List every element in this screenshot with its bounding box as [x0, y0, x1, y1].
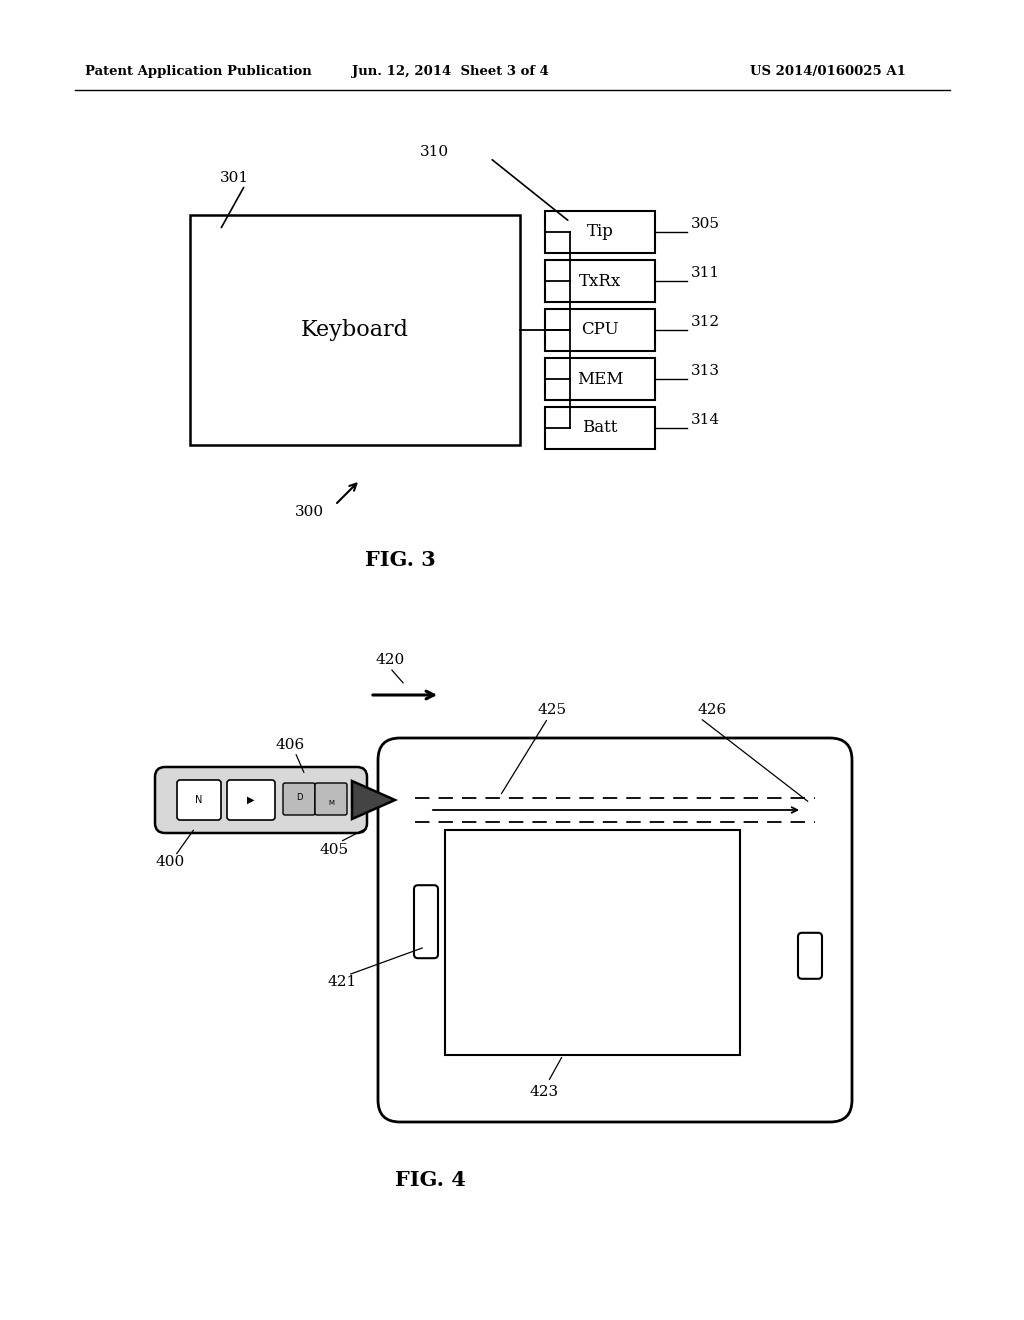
- Bar: [445, 830, 740, 1055]
- FancyBboxPatch shape: [177, 780, 221, 820]
- Bar: [545, 260, 655, 302]
- FancyBboxPatch shape: [283, 783, 315, 814]
- Text: US 2014/0160025 A1: US 2014/0160025 A1: [750, 66, 906, 78]
- Text: 310: 310: [420, 145, 450, 158]
- Text: CPU: CPU: [582, 322, 618, 338]
- Text: N: N: [196, 795, 203, 805]
- Text: Tip: Tip: [587, 223, 613, 240]
- Text: D: D: [296, 792, 302, 801]
- Polygon shape: [352, 781, 395, 818]
- Bar: [190, 215, 520, 445]
- FancyBboxPatch shape: [414, 886, 438, 958]
- Bar: [545, 211, 655, 253]
- FancyBboxPatch shape: [227, 780, 275, 820]
- Text: TxRx: TxRx: [579, 272, 622, 289]
- Text: Jun. 12, 2014  Sheet 3 of 4: Jun. 12, 2014 Sheet 3 of 4: [351, 66, 549, 78]
- Text: MEM: MEM: [577, 371, 624, 388]
- Text: 406: 406: [275, 738, 304, 752]
- FancyBboxPatch shape: [155, 767, 367, 833]
- Text: 311: 311: [691, 267, 720, 280]
- Bar: [545, 407, 655, 449]
- Text: Batt: Batt: [583, 420, 617, 437]
- Text: 312: 312: [691, 315, 720, 329]
- Text: 300: 300: [295, 506, 325, 519]
- Bar: [545, 309, 655, 351]
- Text: 423: 423: [530, 1085, 559, 1100]
- Text: M: M: [328, 800, 334, 807]
- FancyBboxPatch shape: [378, 738, 852, 1122]
- Text: 400: 400: [155, 855, 184, 869]
- Text: 426: 426: [698, 704, 727, 717]
- Text: 314: 314: [691, 413, 720, 426]
- Text: 405: 405: [319, 843, 349, 857]
- Text: Patent Application Publication: Patent Application Publication: [85, 66, 311, 78]
- Bar: [545, 358, 655, 400]
- Text: 421: 421: [328, 975, 357, 989]
- Text: 425: 425: [538, 704, 567, 717]
- FancyBboxPatch shape: [315, 783, 347, 814]
- Text: 305: 305: [691, 216, 720, 231]
- Text: Keyboard: Keyboard: [301, 319, 409, 341]
- Text: FIG. 3: FIG. 3: [365, 550, 435, 570]
- Text: 420: 420: [375, 653, 404, 667]
- Text: 313: 313: [691, 364, 720, 378]
- FancyBboxPatch shape: [798, 933, 822, 979]
- Text: 301: 301: [220, 172, 249, 185]
- Text: ▶: ▶: [247, 795, 255, 805]
- Text: FIG. 4: FIG. 4: [394, 1170, 466, 1191]
